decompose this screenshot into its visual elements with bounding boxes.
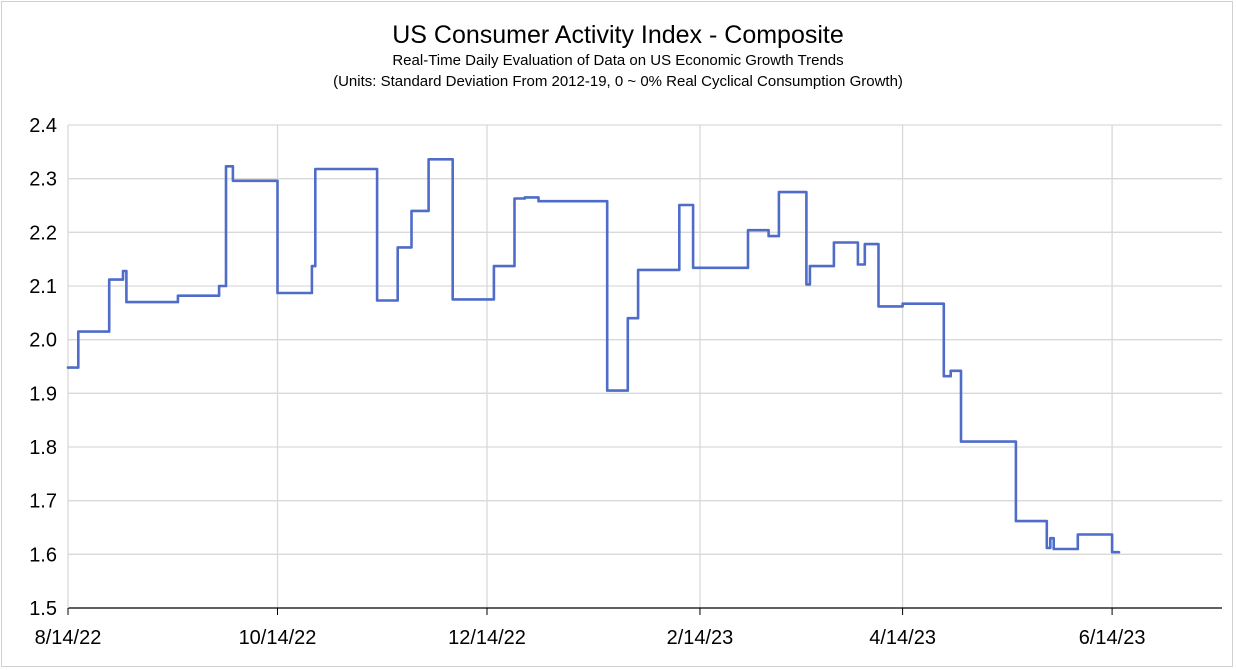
chart-titles: US Consumer Activity Index - Composite R…: [0, 0, 1236, 92]
y-tick-label: 1.6: [29, 544, 57, 566]
x-tick-label: 2/14/23: [667, 627, 734, 649]
y-tick-label: 2.1: [29, 276, 57, 298]
y-tick-label: 2.2: [29, 222, 57, 244]
chart-subtitle: Real-Time Daily Evaluation of Data on US…: [392, 52, 844, 69]
x-tick-label: 8/14/22: [35, 627, 102, 649]
x-tick-label: 12/14/22: [448, 627, 526, 649]
y-tick-label: 1.8: [29, 437, 57, 459]
series-line-composite: [66, 158, 1121, 554]
chart-title: US Consumer Activity Index - Composite: [392, 21, 844, 49]
y-tick-label: 2.4: [29, 115, 57, 137]
y-tick-label: 2.3: [29, 169, 57, 191]
y-tick-label: 1.5: [29, 598, 57, 620]
x-tick-label: 4/14/23: [869, 627, 936, 649]
y-tick-label: 2.0: [29, 330, 57, 352]
x-tick-label: 6/14/23: [1079, 627, 1146, 649]
y-tick-label: 1.9: [29, 383, 57, 405]
y-tick-label: 1.7: [29, 491, 57, 513]
x-tick-label: 10/14/22: [239, 627, 317, 649]
chart-units-note: (Units: Standard Deviation From 2012-19,…: [333, 73, 903, 90]
